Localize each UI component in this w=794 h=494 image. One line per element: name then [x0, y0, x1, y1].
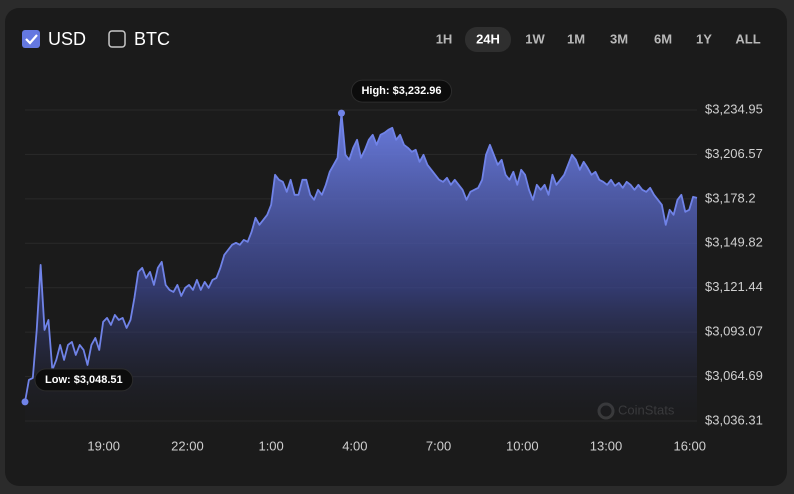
range-button[interactable]: 3M [610, 31, 628, 46]
y-tick-label: $3,036.31 [705, 412, 763, 427]
plot: High: $3,232.96 Low: $3,048.51 [21, 79, 698, 434]
range-button[interactable]: 1W [525, 31, 545, 46]
range-label[interactable]: 1M [567, 31, 585, 46]
range-button[interactable]: 1H [436, 31, 453, 46]
y-tick-label: $3,206.57 [705, 146, 763, 161]
checkbox[interactable] [108, 30, 126, 48]
range-label[interactable]: 24H [476, 31, 500, 46]
annotation-label: Low: $3,048.51 [45, 374, 123, 386]
y-tick-label: $3,149.82 [705, 235, 763, 250]
x-tick-label: 10:00 [506, 438, 539, 453]
annotation-bg [350, 79, 453, 103]
x-tick-label: 19:00 [87, 438, 120, 453]
x-tick-label: 13:00 [590, 438, 623, 453]
area-fill [25, 113, 697, 434]
annotation-label: High: $3,232.96 [361, 85, 441, 97]
y-tick-label: $3,064.69 [705, 368, 763, 383]
y-tick-label: $3,234.95 [705, 101, 763, 116]
currency-toggle[interactable]: BTC [108, 29, 170, 49]
controls: USD BTC 1H 24H 1W 1M 3M 6M 1Y ALL [22, 27, 761, 52]
range-button[interactable]: 6M [654, 31, 672, 46]
low-annotation: Low: $3,048.51 [34, 368, 134, 392]
currency-label[interactable]: BTC [134, 29, 170, 49]
price-line [24, 112, 698, 403]
range-button[interactable]: 24H [465, 27, 511, 52]
check-mark [25, 34, 38, 45]
checkbox[interactable] [22, 30, 40, 48]
x-tick-label: 1:00 [258, 438, 283, 453]
x-tick-label: 22:00 [171, 438, 204, 453]
currency-toggle[interactable]: USD [22, 29, 86, 49]
range-label[interactable]: 3M [610, 31, 628, 46]
range-label[interactable]: 1Y [696, 31, 712, 46]
currency-label[interactable]: USD [48, 29, 86, 49]
range-label[interactable]: 1W [525, 31, 545, 46]
y-tick-label: $3,093.07 [705, 324, 763, 339]
x-tick-label: 7:00 [426, 438, 451, 453]
y-tick-label: $3,178.2 [705, 190, 756, 205]
range-label[interactable]: 6M [654, 31, 672, 46]
range-label[interactable]: 1H [436, 31, 453, 46]
range-label[interactable]: ALL [735, 31, 760, 46]
x-tick-label: 4:00 [342, 438, 367, 453]
range-button[interactable]: 1M [567, 31, 585, 46]
range-button[interactable]: ALL [735, 31, 760, 46]
range-button[interactable]: 1Y [696, 31, 712, 46]
high-point [337, 109, 345, 117]
range-selected-bg[interactable] [465, 27, 511, 52]
annotation-bg [34, 368, 134, 392]
y-tick-label: $3,121.44 [705, 279, 763, 294]
x-tick-label: 16:00 [673, 438, 706, 453]
low-point [21, 398, 29, 406]
high-annotation: High: $3,232.96 [350, 79, 453, 103]
